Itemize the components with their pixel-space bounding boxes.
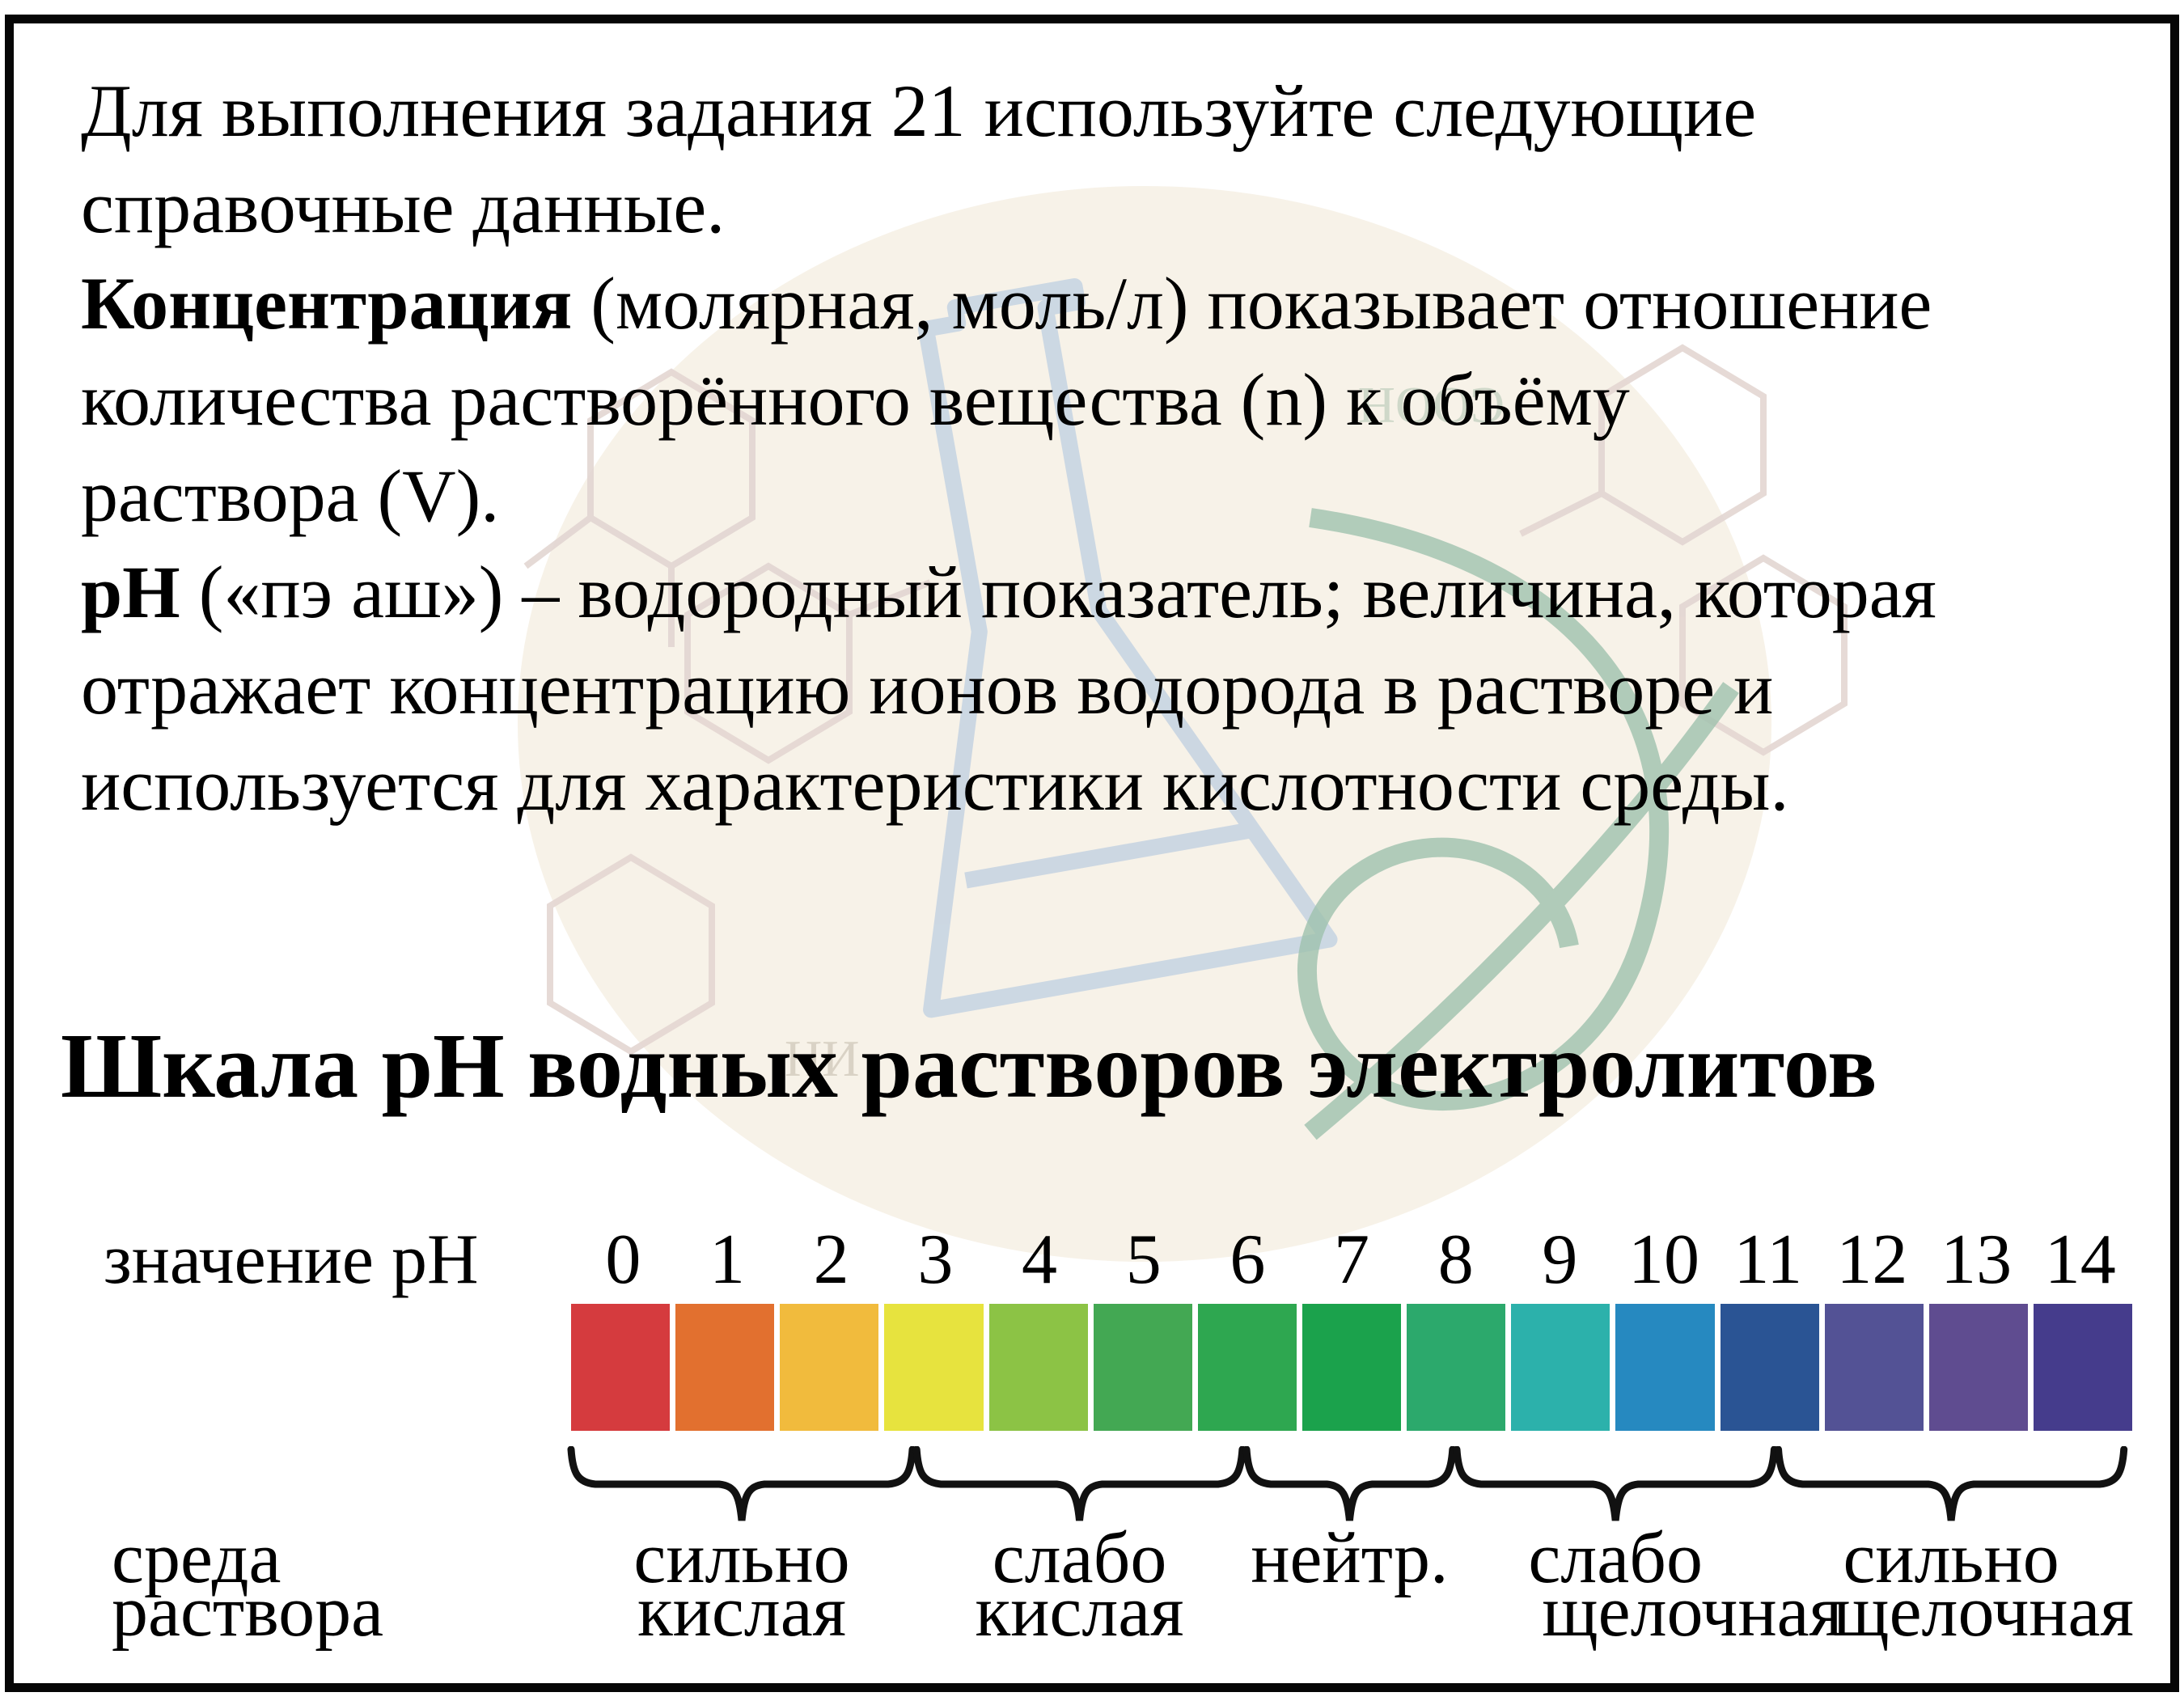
zone-brace: [1775, 1446, 2128, 1521]
zone-label-line1: сильно: [1843, 1518, 2059, 1598]
zone-brace: [1453, 1446, 1778, 1521]
zone-label: слабо кислая: [821, 1518, 1339, 1652]
ph-cell: [1197, 1304, 1297, 1431]
zone-brace: [1242, 1446, 1457, 1521]
intro-line: Для выполнения задания 21 используйте сл…: [81, 70, 1757, 152]
zone-label-line1: слабо: [1528, 1518, 1703, 1598]
ph-cell: [988, 1304, 1088, 1431]
zone-label-line2: кислая: [637, 1572, 847, 1652]
ph-value-label: 2: [813, 1221, 849, 1299]
ph-cell: [2033, 1304, 2133, 1431]
intro-line: Концентрация (молярная, моль/л) показыва…: [81, 262, 1932, 345]
ph-value-label: 6: [1230, 1221, 1266, 1299]
ph-value-label: 13: [1941, 1221, 2013, 1299]
ph-value-label: 11: [1733, 1221, 1803, 1299]
intro-line: pH («пэ аш») – водородный показатель; ве…: [81, 551, 1936, 633]
zone-label-line2: щелочная: [1833, 1572, 2134, 1652]
zone-label: слабо щелочная: [1357, 1518, 1874, 1652]
zone-label-line1: нейтр.: [1251, 1518, 1449, 1598]
zone-label-line2: кислая: [975, 1572, 1184, 1652]
ph-cell: [675, 1304, 775, 1431]
ph-values-row: 0 1 2 3 4 5 6 7 8 9 10 11 12 13 14: [571, 1217, 2132, 1302]
ph-color-bar: [571, 1304, 2133, 1431]
zone-label: сильно щелочная: [1692, 1518, 2184, 1652]
ph-value-label: 7: [1334, 1221, 1370, 1299]
border-frame: [5, 15, 2179, 1692]
ph-value-label: 0: [605, 1221, 641, 1299]
zone-braces: [567, 1446, 2128, 1521]
ph-value-label: 3: [917, 1221, 954, 1299]
zone-label-line1: слабо: [992, 1518, 1167, 1598]
zone-label-line1: сильно: [633, 1518, 850, 1598]
intro-line: справочные данные.: [81, 166, 726, 248]
ph-value-label: 4: [1022, 1221, 1058, 1299]
intro-line: количества растворённого вещества (n) к …: [81, 358, 1630, 441]
zone-label-line2: щелочная: [1542, 1572, 1843, 1652]
ph-value-label: 9: [1542, 1221, 1578, 1299]
ph-cell: [1302, 1304, 1402, 1431]
row-label-line2: раствора: [112, 1572, 384, 1652]
ph-cell: [1928, 1304, 2028, 1431]
row-label: среда раствора: [112, 1518, 384, 1652]
zone-label: сильно кислая: [483, 1518, 1001, 1652]
zone-labels: сильно кислая слабо кислая нейтр. слабо щелочн…: [0, 1518, 2184, 1702]
zone-label: нейтр.: [1090, 1518, 1608, 1598]
ph-value-label: 8: [1437, 1221, 1474, 1299]
ph-cell: [1824, 1304, 1924, 1431]
intro-text: Для выполнения задания 21 используйте сл…: [81, 63, 1936, 833]
intro-line: отражает концентрацию ионов водорода в р…: [81, 647, 1774, 730]
ph-cell: [884, 1304, 984, 1431]
intro-line: раствора (V).: [81, 455, 500, 537]
ph-value-label: 10: [1628, 1221, 1700, 1299]
row-label-line1: среда: [112, 1518, 281, 1598]
scale-title: Шкала pH водных растворов электролитов: [61, 1014, 1877, 1117]
ph-cell: [571, 1304, 671, 1431]
ph-cell: [1720, 1304, 1819, 1431]
ph-value-label: 12: [1836, 1221, 1908, 1299]
ph-cell: [780, 1304, 879, 1431]
ph-value-label: 1: [709, 1221, 745, 1299]
ph-cell: [1615, 1304, 1715, 1431]
intro-line: используется для характеристики кислотно…: [81, 743, 1789, 826]
ph-cell: [1093, 1304, 1192, 1431]
ph-value-label: 5: [1125, 1221, 1162, 1299]
ph-axis-label: значение pH: [104, 1221, 479, 1299]
zone-brace: [567, 1446, 916, 1521]
zone-brace: [912, 1446, 1246, 1521]
ph-value-label: 14: [2044, 1221, 2116, 1299]
ph-cell: [1511, 1304, 1610, 1431]
ph-cell: [1407, 1304, 1506, 1431]
